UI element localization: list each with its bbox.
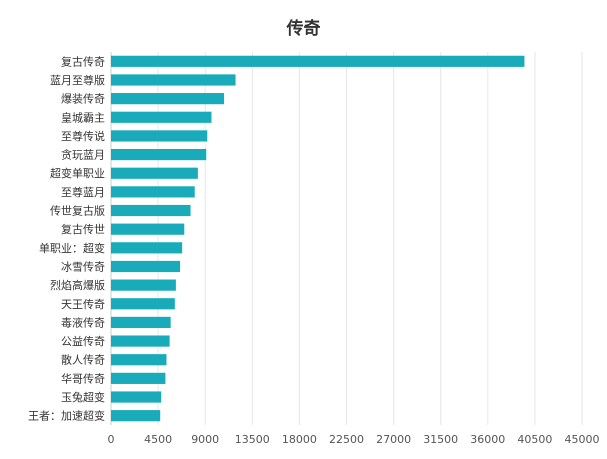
category-label: 散人传奇 [61,353,105,367]
bar [111,186,195,198]
bar [111,298,175,310]
x-tick-label: 40500 [517,433,552,446]
category-label: 复古传世 [61,222,105,236]
x-tick-labels: 0 4500 9000 13500 18000 22500 27000 31500 36000 4… [108,433,600,446]
x-tick-label: 31500 [423,433,458,446]
bar [111,74,236,86]
bar [111,204,191,217]
category-label: 爆装传奇 [61,92,105,106]
bar [111,242,183,254]
category-label: 毒液传奇 [61,315,105,329]
category-label: 超变单职业 [50,166,105,180]
category-label: 蓝月至尊版 [50,73,105,87]
bar [111,167,198,179]
category-label: 烈焰高爆版 [50,278,105,292]
x-tick-label: 27000 [376,433,411,446]
bars [111,55,525,422]
bar [111,410,161,422]
category-label: 天王传奇 [61,298,105,311]
bar [111,55,525,67]
bar [111,372,166,384]
x-tick-label: 36000 [470,433,505,446]
category-label: 至尊传说 [61,129,105,143]
category-label: 复古传奇 [61,54,105,68]
bar [111,354,167,366]
bar [111,223,185,235]
category-label: 至尊蓝月 [61,185,105,199]
x-tick-label: 45000 [565,433,600,446]
category-label: 冰雪传奇 [61,260,105,273]
grid-lines [110,52,583,425]
bar [111,260,181,273]
x-tick-label: 18000 [282,433,317,446]
x-tick-label: 22500 [329,433,364,446]
x-tick-label: 9000 [191,433,219,446]
bar [111,130,208,142]
bar [111,93,225,105]
x-tick-label: 0 [108,433,115,446]
category-labels: 复古传奇蓝月至尊版爆装传奇皇城霸主至尊传说贪玩蓝月超变单职业至尊蓝月传世复古版复… [28,54,105,422]
x-tick-label: 4500 [144,433,172,446]
category-label: 传世复古版 [50,204,105,218]
category-label: 单职业：超变 [39,241,105,255]
bar [111,335,170,347]
category-label: 皇城霸主 [61,110,105,124]
category-label: 公益传奇 [61,334,105,348]
bar [111,316,171,329]
bar [111,279,176,291]
category-label: 玉兔超变 [61,390,105,404]
category-label: 华哥传奇 [61,371,105,385]
bar [111,148,207,161]
bar [111,391,162,403]
category-label: 王者：加速超变 [28,409,105,423]
category-label: 贪玩蓝月 [61,148,105,162]
chart-title: 传奇 [286,19,321,39]
x-tick-label: 13500 [235,433,270,446]
bar [111,111,212,123]
